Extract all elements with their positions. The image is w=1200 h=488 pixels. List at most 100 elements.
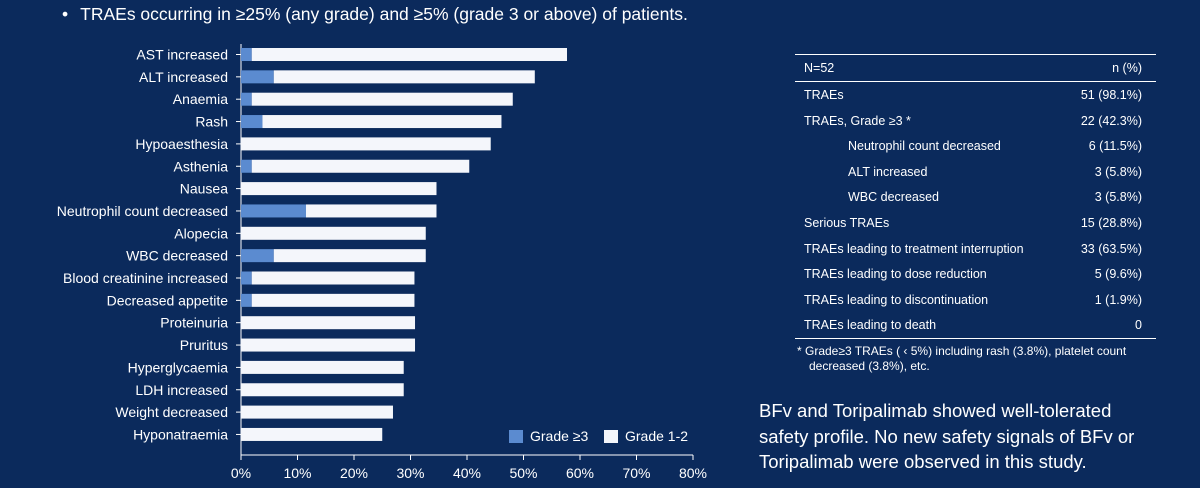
legend-label-grade12: Grade 1-2: [625, 428, 688, 444]
bar-grade3: [241, 271, 252, 285]
bar-grade3: [241, 204, 306, 218]
summary-line-3: Toripalimab were observed in this study.: [759, 451, 1087, 472]
y-tick-label: ALT increased: [139, 69, 228, 85]
table-row: Serious TRAEs 15 (28.8%): [795, 210, 1156, 236]
y-tick-label: AST increased: [136, 47, 228, 63]
footnote-line-2: decreased (3.8%), etc.: [809, 359, 930, 373]
bar-grade3: [241, 249, 274, 263]
footnote-line-1: * Grade≥3 TRAEs ( ‹ 5%) including rash (…: [797, 344, 1127, 358]
y-tick-label: Hyperglycaemia: [128, 359, 229, 375]
table-row-value: 3 (5.8%): [1094, 190, 1142, 205]
bar-grade3: [241, 293, 252, 307]
bar-grade3: [241, 70, 274, 84]
table-row: WBC decreased 3 (5.8%): [795, 184, 1156, 210]
table-row-value: 5 (9.6%): [1094, 267, 1142, 282]
bar-grade12: [273, 249, 426, 263]
table-row: TRAEs leading to discontinuation 1 (1.9%): [795, 287, 1156, 313]
table-row-label: TRAEs, Grade ≥3 *: [804, 113, 911, 128]
header-text: TRAEs occurring in ≥25% (any grade) and …: [80, 4, 688, 24]
table-row-value: 0: [1135, 318, 1142, 333]
table-row-label: TRAEs leading to treatment interruption: [804, 241, 1024, 256]
bar-grade12: [305, 204, 437, 218]
bar-grade12: [241, 137, 491, 151]
bar-grade12: [241, 405, 393, 419]
table-row: TRAEs leading to death 0: [795, 312, 1156, 338]
y-tick-label: Rash: [195, 114, 228, 130]
y-tick-label: Anaemia: [173, 91, 228, 107]
bar-grade12: [241, 383, 404, 397]
x-tick-label: 60%: [566, 465, 594, 481]
x-tick-label: 40%: [453, 465, 481, 481]
table-row: TRAEs leading to treatment interruption 3…: [795, 236, 1156, 262]
bar-grade12: [251, 92, 513, 106]
safety-table: N=52 n (%) TRAEs 51 (98.1%) TRAEs, Grade ≥…: [795, 54, 1156, 339]
bar-grade12: [251, 48, 568, 61]
table-row-label: TRAEs leading to discontinuation: [804, 292, 989, 307]
y-tick-label: Pruritus: [180, 337, 228, 353]
y-tick-label: Asthenia: [174, 158, 229, 174]
y-tick-label: WBC decreased: [126, 248, 228, 264]
bar-grade12: [273, 70, 535, 84]
y-tick-label: Alopecia: [174, 225, 228, 241]
y-tick-label: Proteinuria: [160, 315, 228, 331]
bullet: •: [62, 4, 69, 24]
y-tick-label: Weight decreased: [115, 404, 228, 420]
traes-bar-chart: AST increased ALT increased Anaemia Rash Hyp…: [57, 44, 707, 481]
summary-line-2: safety profile. No new safety signals of…: [759, 425, 1135, 447]
table-row: ALT increased 3 (5.8%): [795, 159, 1156, 185]
y-tick-label: Blood creatinine increased: [63, 270, 228, 286]
bar-grade12: [241, 182, 437, 196]
table-row: TRAEs, Grade ≥3 * 22 (42.3%): [795, 108, 1156, 134]
table-row-value: 6 (11.5%): [1088, 139, 1142, 154]
y-tick-label: Decreased appetite: [107, 292, 229, 308]
table-footnote: * Grade≥3 TRAEs ( ‹ 5%) including rash (…: [797, 344, 1167, 374]
table-row: TRAEs leading to dose reduction 5 (9.6%): [795, 261, 1156, 287]
bar-grade12: [241, 226, 426, 240]
table-row-value: 3 (5.8%): [1094, 164, 1142, 179]
slide-header: • TRAEs occurring in ≥25% (any grade) and…: [62, 4, 688, 25]
y-tick-label: Hyponatraemia: [133, 426, 228, 442]
summary-text: BFv and Toripalimab showed well-tolerate…: [759, 398, 1189, 475]
table-row-label: ALT increased: [848, 164, 928, 179]
legend-swatch-grade12: [604, 430, 618, 443]
x-tick-label: 80%: [679, 465, 707, 481]
table-row-value: 33 (63.5%): [1080, 241, 1142, 256]
bar-grade12: [262, 115, 502, 129]
bar-grade3: [241, 92, 252, 106]
x-tick-label: 70%: [622, 465, 650, 481]
table-row-label: WBC decreased: [848, 190, 940, 205]
bar-grade12: [241, 338, 416, 352]
table-row-value: 22 (42.3%): [1080, 113, 1142, 128]
table-row-label: TRAEs leading to death: [804, 318, 937, 333]
summary-line-1: BFv and Toripalimab showed well-tolerate…: [759, 400, 1112, 421]
bar-grade12: [241, 316, 416, 330]
table-row-value: 51 (98.1%): [1080, 88, 1142, 102]
x-tick-label: 20%: [340, 465, 368, 481]
x-tick-label: 10%: [283, 465, 311, 481]
x-tick-label: 0%: [231, 465, 251, 481]
y-tick-label: Hypoaesthesia: [135, 136, 228, 152]
bar-grade12: [251, 271, 415, 285]
table-row: TRAEs 51 (98.1%): [795, 82, 1156, 108]
x-tick-label: 30%: [396, 465, 424, 481]
bar-grade12: [251, 293, 415, 307]
y-tick-label: Neutrophil count decreased: [57, 203, 228, 219]
bar-grade12: [241, 360, 404, 374]
bar-grade12: [251, 159, 470, 173]
table-row-label: TRAEs leading to dose reduction: [804, 267, 987, 282]
table-header-row: N=52 n (%): [795, 55, 1156, 82]
table-row-label: Serious TRAEs: [804, 215, 890, 230]
table-row-value: 1 (1.9%): [1094, 292, 1142, 307]
bar-grade3: [241, 48, 252, 61]
table-row: Neutrophil count decreased 6 (11.5%): [795, 133, 1156, 159]
table-body: TRAEs 51 (98.1%) TRAEs, Grade ≥3 * 22 (42.3…: [795, 82, 1156, 338]
table-row-value: 15 (28.8%): [1080, 215, 1142, 230]
bar-grade3: [241, 159, 252, 173]
bar-grade3: [241, 115, 263, 129]
table-row-label: Neutrophil count decreased: [848, 139, 1001, 154]
legend-label-grade3: Grade ≥3: [530, 428, 588, 444]
x-tick-label: 50%: [509, 465, 537, 481]
table-header-value: n (%): [1112, 61, 1142, 75]
y-tick-label: Nausea: [180, 181, 228, 197]
bar-grade12: [241, 427, 383, 441]
